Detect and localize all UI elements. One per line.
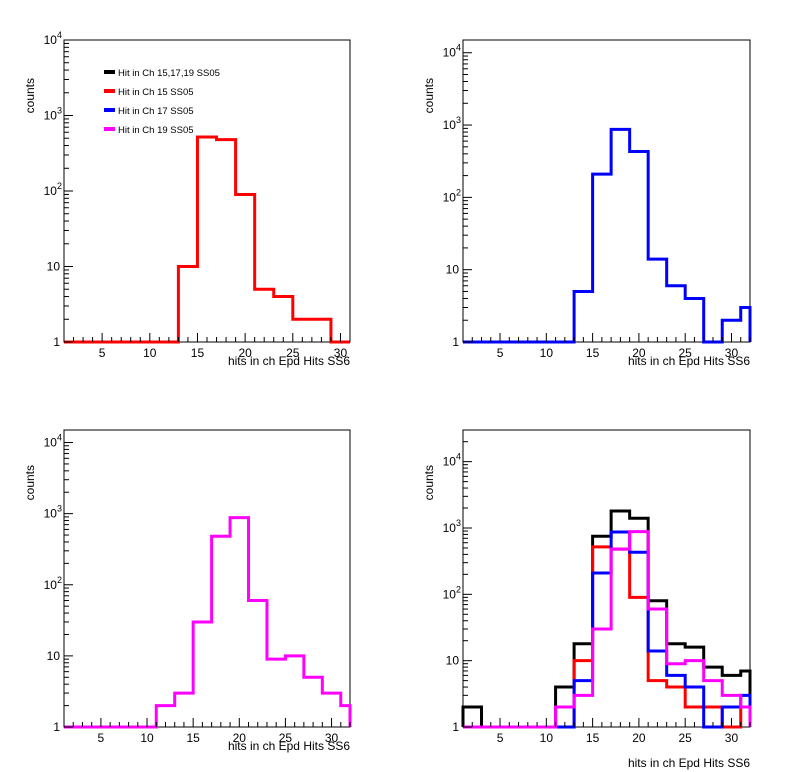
x-tick-label: 25 xyxy=(679,731,693,745)
chart-panel-4: 5 10 15 20 25 30 1 10 102 103 104 hits in ch Epd Hi… xyxy=(422,429,752,770)
legend-label: Hit in Ch 15 SS05 xyxy=(118,87,194,98)
y-tick-label: 104 xyxy=(443,43,461,60)
y-tick-label: 1 xyxy=(53,720,60,734)
x-tick-label: 25 xyxy=(279,731,293,745)
plot-frame xyxy=(63,429,351,728)
histogram-series-1 xyxy=(461,509,752,729)
x-tick-label: 20 xyxy=(233,731,247,745)
x-tick-label: 20 xyxy=(632,731,646,745)
y-tick-label: 10 xyxy=(446,263,460,277)
y-tick-label: 103 xyxy=(44,106,62,123)
histogram-series-4 xyxy=(463,530,752,729)
x-axis-title: hits in ch Epd Hits SS6 xyxy=(628,756,750,770)
x-tick-label: 5 xyxy=(99,346,106,360)
plot-frame xyxy=(462,39,751,343)
x-tick-label: 30 xyxy=(334,346,348,360)
y-tick-label: 104 xyxy=(44,433,62,450)
y-tick-label: 103 xyxy=(443,518,461,535)
legend-label: Hit in Ch 17 SS05 xyxy=(118,106,194,117)
legend: Hit in Ch 15,17,19 SS05 Hit in Ch 15 SS05… xyxy=(104,68,220,136)
chart-panel-2: 5 10 15 20 25 30 1 10 102 103 104 hits in ch Epd Hi… xyxy=(422,39,752,368)
y-tick-label: 103 xyxy=(44,504,62,521)
y-tick-label: 1 xyxy=(452,720,459,734)
y-axis-title: counts xyxy=(23,465,37,500)
x-axis-title: hits in ch Epd Hits SS6 xyxy=(228,354,350,368)
x-tick-label: 25 xyxy=(286,346,300,360)
chart-panel-1: 5 10 15 20 25 30 1 10 102 103 104 hits in ch Epd Hi… xyxy=(23,30,351,368)
y-tick-label: 102 xyxy=(443,584,461,601)
x-tick-label: 15 xyxy=(186,731,200,745)
x-axis-title: hits in ch Epd Hits SS6 xyxy=(628,354,750,368)
y-tick-label: 102 xyxy=(443,187,461,204)
y-tick-label: 102 xyxy=(44,181,62,198)
x-tick-label: 20 xyxy=(632,346,646,360)
y-tick-label: 10 xyxy=(446,654,460,668)
plot-frame xyxy=(63,39,351,343)
legend-label: Hit in Ch 15,17,19 SS05 xyxy=(118,68,220,79)
y-tick-label: 10 xyxy=(47,260,61,274)
y-tick-label: 104 xyxy=(44,30,62,47)
y-axis-title: counts xyxy=(422,78,436,113)
x-axis-title: hits in ch Epd Hits SS6 xyxy=(228,739,350,753)
y-axis-title: counts xyxy=(23,78,37,113)
x-tick-label: 25 xyxy=(679,346,693,360)
x-tick-label: 15 xyxy=(586,346,600,360)
x-tick-label: 30 xyxy=(725,346,739,360)
x-tick-label: 5 xyxy=(497,731,504,745)
y-tick-label: 103 xyxy=(443,115,461,132)
x-tick-label: 5 xyxy=(98,731,105,745)
x-tick-label: 10 xyxy=(540,346,554,360)
y-tick-label: 104 xyxy=(443,452,461,469)
y-tick-label: 10 xyxy=(47,649,61,663)
x-tick-label: 5 xyxy=(497,346,504,360)
histogram-series-1 xyxy=(463,127,752,344)
chart-panel-3: 5 10 15 20 25 30 1 10 102 103 104 hits in ch Epd Hi… xyxy=(23,429,352,753)
x-tick-label: 30 xyxy=(725,731,739,745)
x-tick-label: 10 xyxy=(143,346,157,360)
plot-frame xyxy=(462,429,751,728)
x-tick-label: 10 xyxy=(140,731,154,745)
histogram-series-1 xyxy=(64,135,350,344)
y-axis-title: counts xyxy=(422,465,436,500)
x-tick-label: 15 xyxy=(191,346,205,360)
x-tick-label: 15 xyxy=(586,731,600,745)
x-tick-label: 20 xyxy=(238,346,252,360)
x-tick-label: 30 xyxy=(325,731,339,745)
y-tick-label: 102 xyxy=(44,575,62,592)
y-tick-label: 1 xyxy=(53,335,60,349)
y-tick-label: 1 xyxy=(452,335,459,349)
histogram-series-1 xyxy=(64,516,352,729)
legend-label: Hit in Ch 19 SS05 xyxy=(118,125,194,136)
x-tick-label: 10 xyxy=(540,731,554,745)
